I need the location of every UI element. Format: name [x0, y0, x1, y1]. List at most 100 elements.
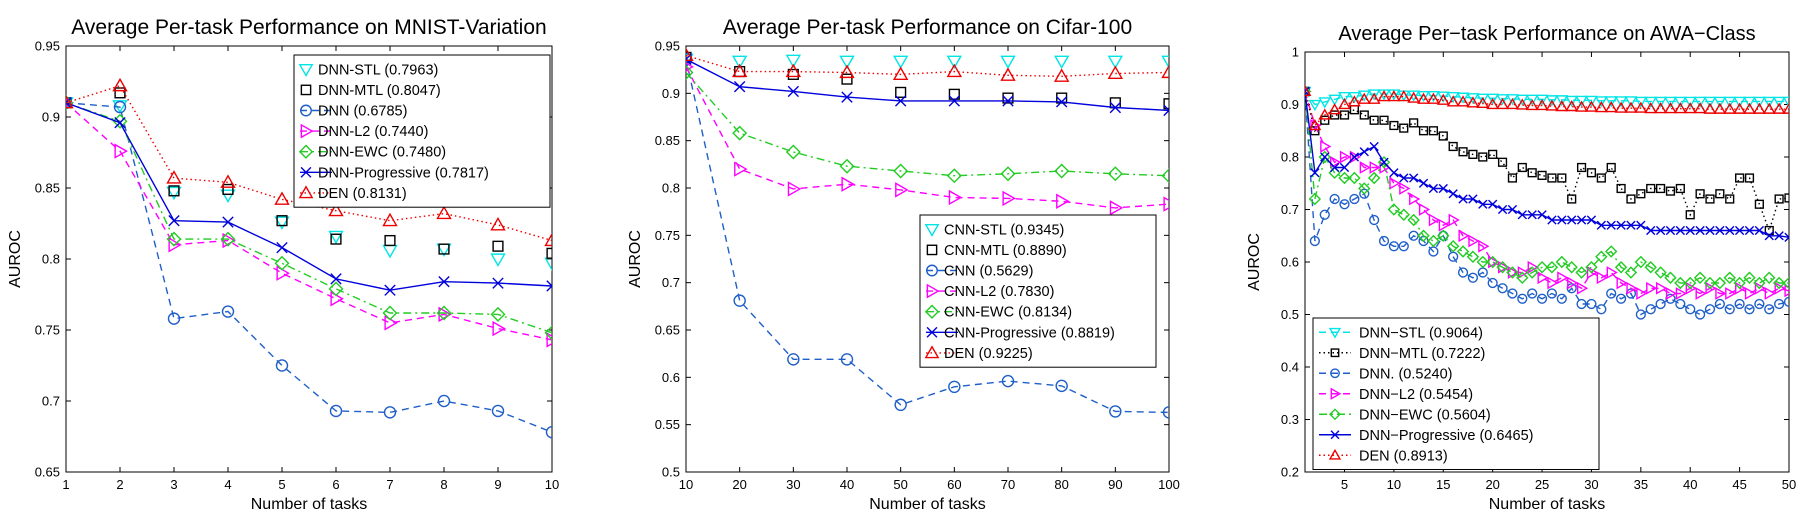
data-point-dnn — [1517, 293, 1528, 304]
data-point-dnn-ewc — [1318, 150, 1331, 164]
data-point-dnn-mtl — [1320, 115, 1330, 125]
data-point-dnn — [221, 305, 235, 318]
chart-awa-class: Average Per−task Performance on AWA−Clas… — [1246, 23, 1796, 513]
data-point-dnn-l2 — [1409, 192, 1421, 206]
data-point-dnn-stl — [1733, 96, 1747, 108]
data-point-dnn-progressive — [1655, 225, 1666, 236]
data-point-dnn — [329, 404, 343, 418]
data-point-dnn-l2 — [1705, 281, 1717, 295]
data-point-dnn-l2 — [1715, 287, 1727, 300]
data-point-dnn-ewc — [220, 231, 236, 247]
data-point-dnn-stl — [1693, 96, 1707, 108]
data-point-dnn-progressive — [1734, 225, 1745, 236]
data-point-dnn-ewc — [1644, 261, 1657, 274]
data-point-dnn-ewc — [1585, 261, 1598, 274]
legend-box — [1312, 317, 1600, 470]
data-point-dnn-ewc — [1595, 250, 1608, 263]
data-point-dnn-ewc — [166, 231, 182, 247]
data-point-dnn-stl — [1703, 96, 1717, 108]
data-point-dnn-progressive — [1774, 231, 1784, 241]
data-point-dnn-ewc — [274, 255, 290, 271]
legend-label: DNN. (0.5240) — [1359, 366, 1452, 382]
data-point-dnn-mtl — [1567, 194, 1577, 204]
data-point-den — [1367, 92, 1381, 104]
data-point-den — [1565, 99, 1579, 112]
x-tick-label: 7 — [386, 477, 393, 492]
data-point-dnn — [1457, 267, 1469, 278]
data-point-den — [1407, 91, 1421, 103]
data-point-dnn-progressive — [1626, 220, 1636, 230]
y-tick-label: 0.95 — [35, 39, 60, 54]
data-point-dnn-stl — [1407, 90, 1421, 102]
data-point-dnn-stl — [1624, 96, 1638, 108]
legend-item-dnn-mtl: DNN-MTL (0.8047) — [300, 83, 441, 99]
data-point-dnn-progressive — [1305, 86, 1310, 97]
data-point-dnn-ewc — [1772, 276, 1786, 290]
data-point-den — [112, 77, 128, 92]
data-point-dnn-stl — [1772, 96, 1786, 108]
y-tick-label: 0.3 — [1281, 412, 1299, 427]
data-point-dnn — [491, 404, 505, 418]
legend-item-dnn-mtl: DNN−MTL (0.7222) — [1319, 346, 1485, 362]
series-cnn — [686, 53, 1169, 419]
data-point-dnn — [1704, 304, 1716, 315]
series-line-dnn — [1305, 91, 1789, 316]
series-line-dnn — [66, 102, 552, 433]
x-tick-label: 9 — [494, 477, 501, 492]
data-point-den — [1053, 68, 1070, 82]
data-point-den — [686, 47, 694, 62]
data-point-dnn-l2 — [1428, 213, 1441, 227]
data-point-dnn-l2 — [1320, 140, 1332, 153]
data-point-dnn-progressive — [1320, 152, 1330, 162]
data-point-dnn-progressive — [384, 284, 396, 296]
data-point-dnn-l2 — [1369, 161, 1381, 174]
y-tick-label: 0.55 — [655, 417, 680, 432]
legend-item-den: DEN (0.9225) — [924, 345, 1033, 362]
x-tick-label: 4 — [224, 477, 231, 492]
data-point-dnn-progressive — [114, 116, 126, 129]
x-tick-label: 20 — [1485, 477, 1499, 492]
data-point-cnn — [948, 380, 961, 394]
data-point-dnn-mtl — [1744, 173, 1755, 183]
y-tick-label: 0.85 — [655, 133, 680, 148]
data-point-dnn-stl — [1545, 95, 1559, 107]
data-point-cnn-mtl — [1056, 92, 1068, 104]
legend-item-dnn-ewc: DNN−EWC (0.5604) — [1319, 407, 1491, 423]
data-point-dnn-stl — [1723, 96, 1737, 108]
data-point-dnn — [1467, 272, 1479, 283]
data-point-dnn-mtl — [1448, 141, 1458, 152]
legend-label: DNN−L2 (0.5454) — [1359, 387, 1473, 403]
data-point-dnn-progressive — [1349, 152, 1360, 162]
legend-item-cnn-stl: CNN-STL (0.9345) — [924, 222, 1064, 238]
data-point-dnn-progressive — [1576, 215, 1587, 225]
data-point-dnn-l2 — [66, 98, 74, 108]
legend-label: DEN (0.9225) — [944, 346, 1033, 362]
data-point-dnn-mtl — [1349, 105, 1359, 115]
legend-marker — [926, 283, 940, 299]
data-point-dnn-mtl — [1646, 183, 1656, 194]
data-point-dnn-stl — [1683, 96, 1697, 108]
legend-item-dnn-stl: DNN−STL (0.9064) — [1319, 325, 1483, 341]
data-point-dnn-ewc — [1733, 276, 1746, 290]
y-tick-label: 0.5 — [662, 465, 680, 480]
data-point-dnn-progressive — [1418, 178, 1429, 188]
data-point-cnn-l2 — [787, 181, 802, 197]
data-point-dnn-stl — [1347, 92, 1361, 104]
data-point-den — [1634, 101, 1648, 113]
data-point-den — [490, 217, 506, 231]
legend-marker — [298, 63, 314, 77]
data-point-dnn — [1764, 304, 1775, 315]
data-point-cnn-mtl — [1163, 98, 1169, 110]
data-point-dnn-l2 — [1636, 287, 1648, 300]
data-point-dnn-mtl — [1596, 173, 1606, 183]
data-point-dnn-mtl — [1527, 168, 1537, 178]
legend-marker — [924, 223, 940, 237]
data-point-dnn-mtl — [1557, 173, 1567, 183]
data-point-dnn-progressive — [1754, 225, 1765, 236]
data-point-cnn-ewc — [1054, 163, 1070, 179]
x-tick-label: 1 — [62, 477, 69, 492]
data-point-den — [382, 212, 398, 227]
data-point-dnn-stl — [382, 244, 398, 259]
data-point-cnn-l2 — [1056, 193, 1070, 209]
data-point-dnn-ewc — [1525, 266, 1539, 279]
